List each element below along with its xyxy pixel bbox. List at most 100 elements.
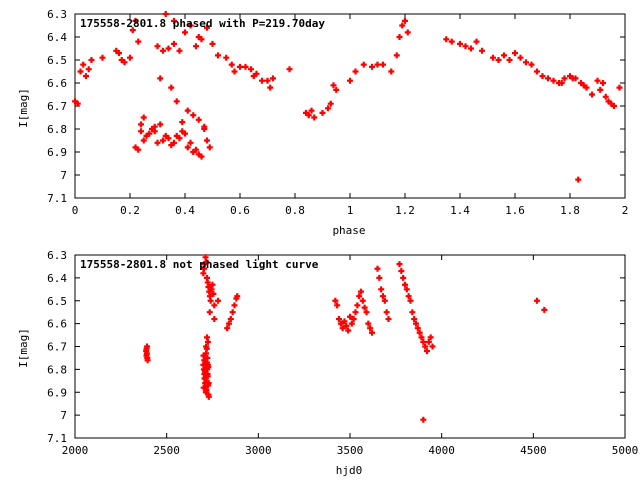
top-data-point [201,123,208,130]
bottom-data-point [407,297,414,304]
top-x-tick-label: 1.8 [560,204,580,217]
top-data-point [140,114,147,121]
bottom-x-tick-label: 5000 [612,444,639,457]
top-data-point [190,112,197,119]
bottom-data-point [337,320,344,327]
top-data-point [237,63,243,70]
top-data-point [374,61,381,68]
top-y-tick-label: 6.3 [47,8,67,21]
top-data-point [154,139,161,146]
top-y-tick-label: 6.7 [47,100,67,113]
bottom-data-point [205,380,212,387]
top-data-point [195,116,202,123]
top-data-point [534,68,540,75]
top-data-point [176,135,183,142]
top-data-point [129,27,136,34]
top-data-point [242,63,249,70]
bottom-data-point [203,258,210,265]
top-data-point [352,68,359,75]
top-data-point [369,63,375,70]
top-data-point [325,105,331,112]
top-y-tick-label: 6.5 [47,54,67,67]
top-data-point [165,45,172,52]
top-data-point [305,112,312,119]
bottom-data-point [429,343,436,350]
top-data-point [550,77,557,84]
top-data-point [206,144,213,151]
bottom-y-axis-label: I[mag] [17,328,30,368]
top-data-point [215,52,221,59]
top-y-tick-label: 7.1 [47,192,67,205]
bottom-y-tick-label: 6.4 [47,272,67,285]
bottom-data-point [398,268,405,275]
bottom-data-point [369,329,375,336]
bottom-data-point [416,329,423,336]
bottom-data-point [359,297,366,304]
top-data-point [99,54,106,61]
bottom-data-point [348,320,355,327]
top-data-point [589,91,595,98]
top-data-point [182,130,188,137]
top-data-point [121,59,128,66]
top-data-point [264,77,271,84]
top-data-point [594,77,601,84]
top-data-point [187,139,194,146]
bottom-data-point [334,302,341,309]
bottom-data-point [409,309,416,316]
bottom-y-tick-label: 6.5 [47,295,67,308]
top-data-point [402,17,408,24]
top-data-point [580,82,587,89]
bottom-x-tick-label: 2500 [153,444,180,457]
top-data-point [259,77,265,84]
top-data-point [138,121,144,128]
bottom-data-point [215,297,221,304]
top-x-tick-label: 2 [622,204,629,217]
bottom-data-point [383,309,390,316]
top-x-tick-label: 1.6 [505,204,525,217]
top-data-points [72,11,623,183]
top-data-point [173,98,180,105]
bottom-data-point [378,286,385,293]
bottom-x-axis-label: hjd0 [336,464,363,477]
top-data-point [193,146,199,153]
bottom-data-point [224,325,231,332]
bottom-data-point [425,338,432,345]
top-data-point [160,47,166,54]
bottom-data-point [422,343,429,350]
top-data-point [184,144,191,151]
top-data-point [182,29,188,36]
top-data-point [512,50,518,57]
top-data-point [490,54,496,61]
top-data-point [311,114,318,121]
bottom-data-point [211,316,218,323]
top-data-point [116,50,122,57]
top-x-tick-label: 0.6 [230,204,250,217]
top-data-point [602,93,609,100]
top-data-point [83,73,89,80]
top-data-point [151,128,158,135]
bottom-data-point [396,261,403,268]
top-data-point [171,17,177,24]
bottom-data-point [405,293,412,300]
top-data-point [448,38,455,45]
top-data-point [286,66,293,73]
top-data-point [506,57,513,63]
bottom-data-point [361,304,368,311]
bottom-data-point [200,384,207,391]
top-data-point [204,137,210,144]
top-data-point [253,70,260,77]
bottom-data-point [205,364,212,371]
top-y-axis-label: I[mag] [17,88,30,128]
bottom-data-point [204,370,211,377]
bottom-data-point [201,375,208,382]
bottom-x-tick-label: 3500 [337,444,364,457]
top-data-point [138,128,144,135]
top-data-point [88,57,95,63]
top-data-point [74,100,81,107]
top-data-point [327,100,334,107]
bottom-data-point [332,297,339,304]
top-data-point [171,40,177,47]
top-data-point [209,40,216,47]
